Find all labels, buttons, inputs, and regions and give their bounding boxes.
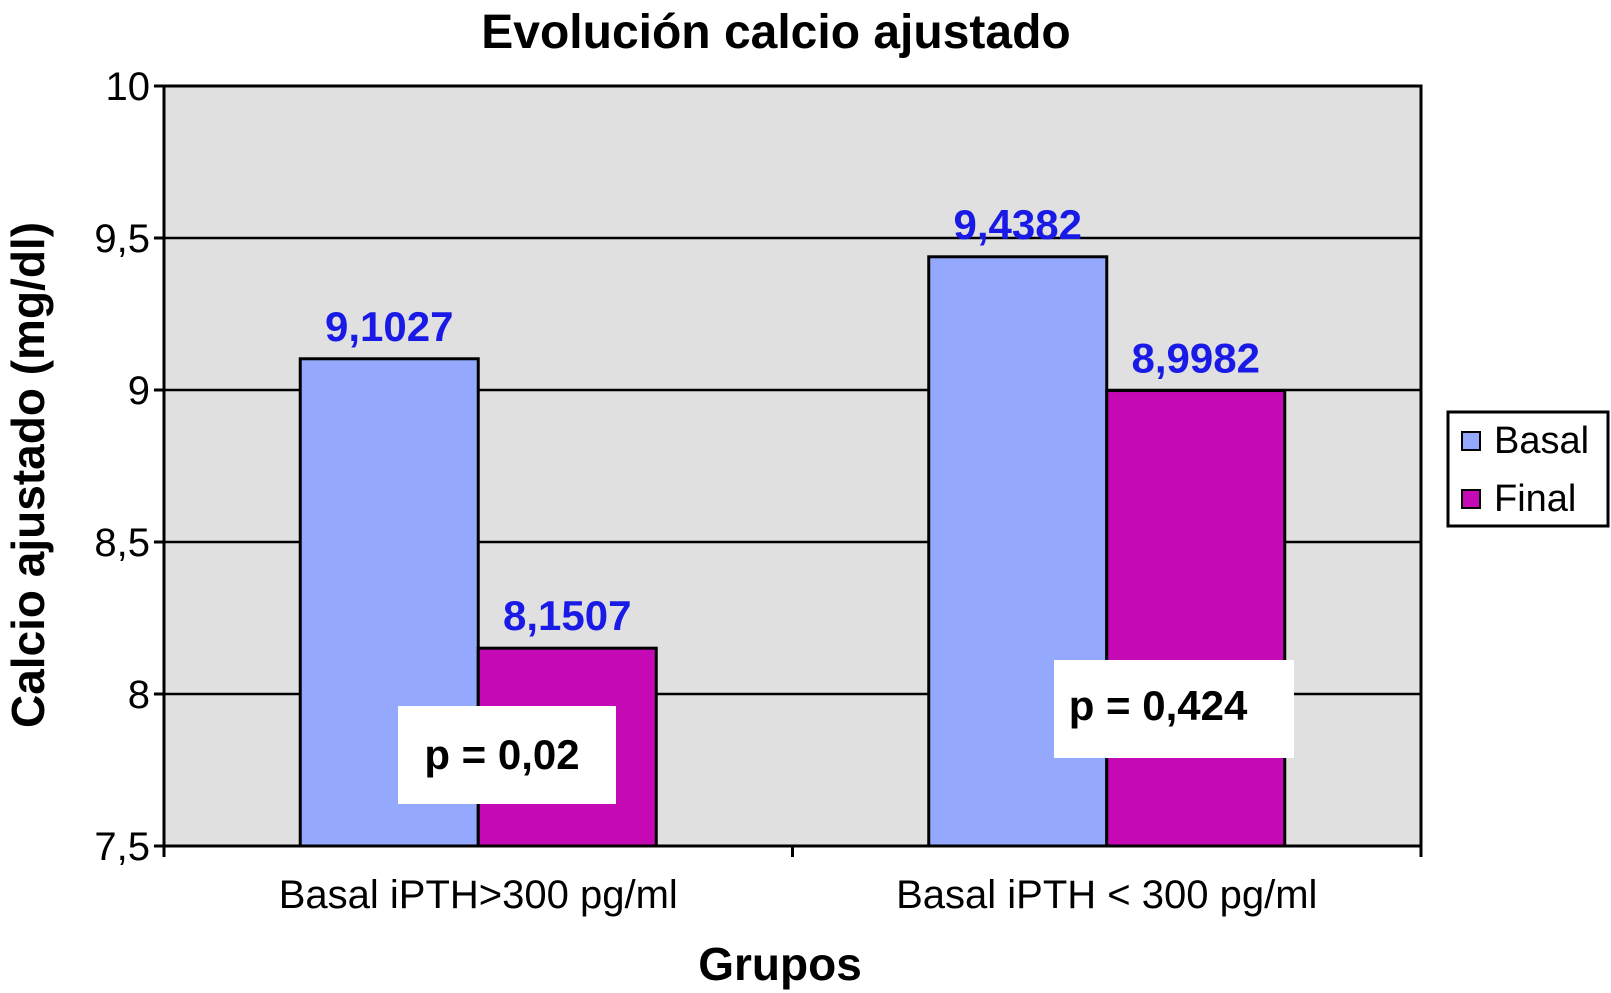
data-label: 9,4382 xyxy=(954,201,1082,248)
p-value-2: p = 0,424 xyxy=(1069,682,1248,729)
data-labels: 9,1027 8,1507 9,4382 8,9982 xyxy=(325,201,1260,639)
data-label: 9,1027 xyxy=(325,303,453,350)
y-tick-label: 8 xyxy=(128,673,150,717)
legend-swatch-basal xyxy=(1461,431,1481,451)
p-value-box-1: p = 0,02 xyxy=(398,706,616,804)
legend-label-final: Final xyxy=(1494,478,1576,520)
p-value-1: p = 0,02 xyxy=(424,731,579,778)
x-axis-ticks: Basal iPTH>300 pg/ml Basal iPTH < 300 pg/… xyxy=(162,846,1423,917)
x-category-label: Basal iPTH>300 pg/ml xyxy=(279,873,678,917)
x-axis-title: Grupos xyxy=(698,938,862,990)
y-axis-ticks: 7,5 8 8,5 9 9,5 10 xyxy=(94,65,164,869)
data-label: 8,9982 xyxy=(1132,335,1260,382)
y-tick-label: 9 xyxy=(128,369,150,413)
y-tick-label: 7,5 xyxy=(94,825,150,869)
legend-swatch-final xyxy=(1461,489,1481,509)
p-value-box-2: p = 0,424 xyxy=(1054,660,1294,758)
legend-label-basal: Basal xyxy=(1494,420,1589,462)
y-tick-label: 8,5 xyxy=(94,521,150,565)
chart-title: Evolución calcio ajustado xyxy=(481,6,1070,59)
y-tick-label: 10 xyxy=(106,65,151,109)
legend: Basal Final xyxy=(1446,410,1610,528)
y-axis-title: Calcio ajustado (mg/dl) xyxy=(2,222,54,728)
data-label: 8,1507 xyxy=(503,592,631,639)
x-category-label: Basal iPTH < 300 pg/ml xyxy=(896,873,1317,917)
bar-final-2 xyxy=(1105,389,1287,848)
y-tick-label: 9,5 xyxy=(94,217,150,261)
